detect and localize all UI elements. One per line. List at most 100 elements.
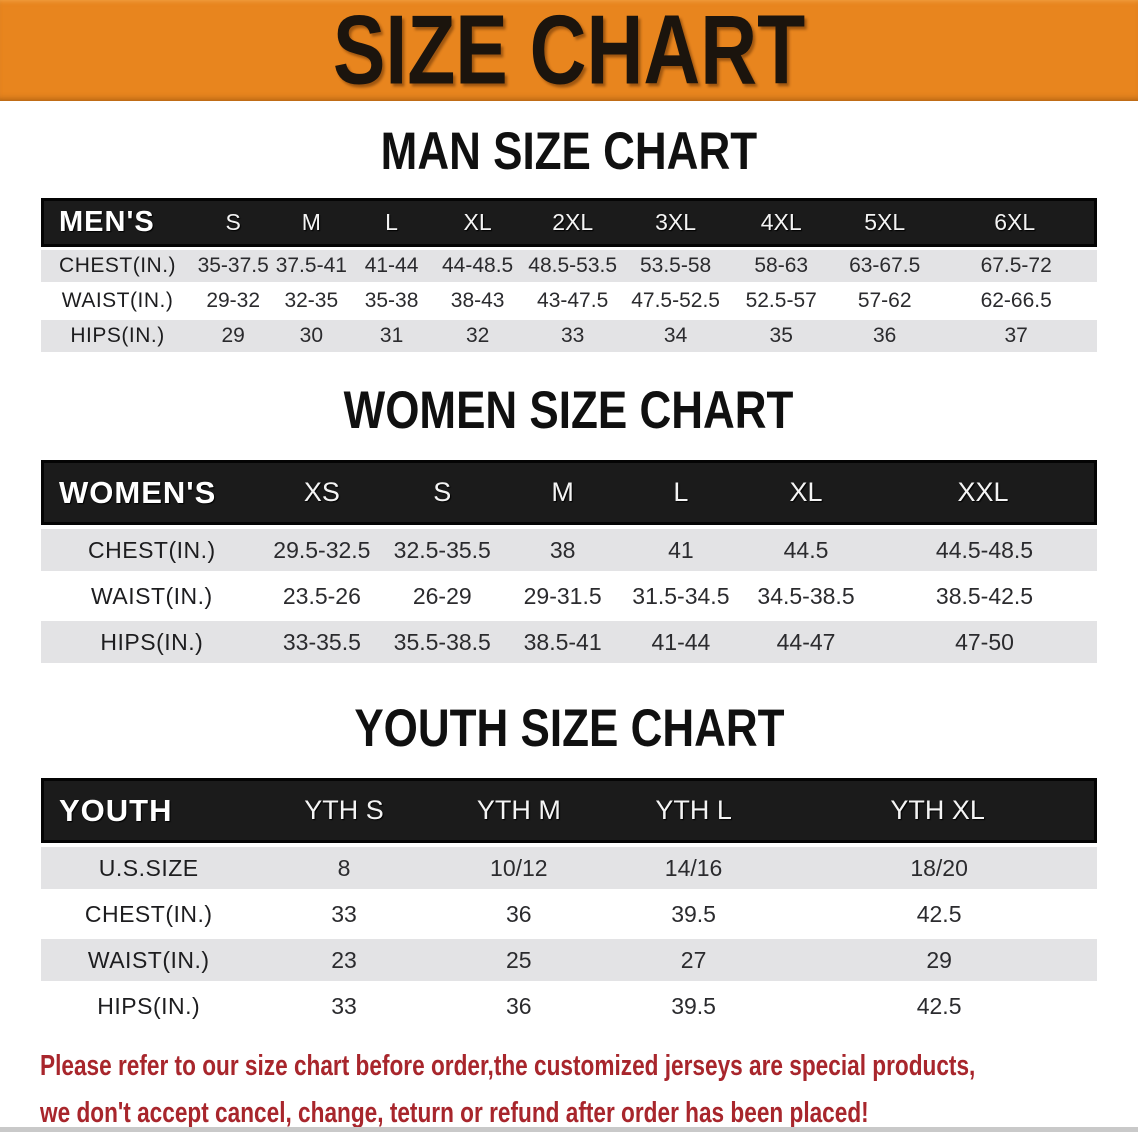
cell-value: 32-35 <box>272 285 351 317</box>
men-size-section: MAN SIZE CHART MEN'S S M L XL 2XL 3XL 4XL 5XL 6XL… <box>0 101 1138 355</box>
cell-value: 33 <box>256 985 432 1027</box>
column-header: M <box>272 198 351 247</box>
cell-value: 31 <box>350 320 433 352</box>
cell-value: 42.5 <box>781 893 1097 935</box>
table-header-label: WOMEN'S <box>41 460 263 525</box>
cell-value: 33 <box>256 893 432 935</box>
cell-value: 32 <box>432 320 523 352</box>
cell-value: 27 <box>605 939 782 981</box>
column-header: S <box>381 460 504 525</box>
men-section-heading-text: MAN SIZE CHART <box>380 121 758 181</box>
cell-value: 29 <box>194 320 273 352</box>
youth-section-heading-text: YOUTH SIZE CHART <box>353 698 785 758</box>
table-row: HIPS(IN.) 29 30 31 32 33 34 35 36 37 <box>41 320 1097 352</box>
column-header: 5XL <box>834 198 936 247</box>
column-header: XXL <box>872 460 1097 525</box>
column-header: YTH L <box>605 778 782 843</box>
cell-value: 29-31.5 <box>503 575 622 617</box>
column-header: L <box>350 198 433 247</box>
cell-value: 33-35.5 <box>262 621 382 663</box>
row-label: U.S.SIZE <box>41 847 257 889</box>
cell-value: 26-29 <box>381 575 504 617</box>
row-label: HIPS(IN.) <box>41 621 263 663</box>
cell-value: 34.5-38.5 <box>740 575 873 617</box>
table-header-label: MEN'S <box>41 198 195 247</box>
table-row: CHEST(IN.) 35-37.5 37.5-41 41-44 44-48.5 48.5… <box>41 250 1097 282</box>
table-header-row: WOMEN'S XS S M L XL XXL <box>41 460 1097 525</box>
cell-value: 62-66.5 <box>935 285 1097 317</box>
row-label: WAIST(IN.) <box>41 575 263 617</box>
cell-value: 42.5 <box>781 985 1097 1027</box>
cell-value: 29-32 <box>194 285 273 317</box>
cell-value: 10/12 <box>431 847 606 889</box>
cell-value: 25 <box>431 939 606 981</box>
table-row: CHEST(IN.) 29.5-32.5 32.5-35.5 38 41 44.5 44.5… <box>41 529 1097 571</box>
table-header-label: YOUTH <box>41 778 257 843</box>
cell-value: 31.5-34.5 <box>621 575 741 617</box>
youth-section-heading: YOUTH SIZE CHART <box>0 667 1138 758</box>
table-row: CHEST(IN.) 33 36 39.5 42.5 <box>41 893 1097 935</box>
disclaimer: Please refer to our size chart before or… <box>40 1043 1138 1137</box>
table-row: HIPS(IN.) 33-35.5 35.5-38.5 38.5-41 41-44 44-… <box>41 621 1097 663</box>
cell-value: 39.5 <box>605 893 782 935</box>
cell-value: 35 <box>728 320 834 352</box>
men-section-heading: MAN SIZE CHART <box>0 101 1138 181</box>
cell-value: 47.5-52.5 <box>622 285 729 317</box>
column-header: 4XL <box>728 198 834 247</box>
cell-value: 48.5-53.5 <box>522 250 623 282</box>
women-size-section: WOMEN SIZE CHART WOMEN'S XS S M L XL XXL CHEST(… <box>0 355 1138 667</box>
cell-value: 30 <box>272 320 351 352</box>
cell-value: 23.5-26 <box>262 575 382 617</box>
cell-value: 8 <box>256 847 432 889</box>
column-header: XL <box>432 198 523 247</box>
cell-value: 44.5 <box>740 529 873 571</box>
column-header: 3XL <box>622 198 729 247</box>
youth-size-table: YOUTH YTH S YTH M YTH L YTH XL U.S.SIZE 8 10/12… <box>41 774 1097 1031</box>
women-section-heading-text: WOMEN SIZE CHART <box>344 380 794 440</box>
column-header: 2XL <box>522 198 623 247</box>
cell-value: 32.5-35.5 <box>381 529 504 571</box>
cell-value: 58-63 <box>728 250 834 282</box>
cell-value: 44-48.5 <box>432 250 523 282</box>
cell-value: 14/16 <box>605 847 782 889</box>
cell-value: 53.5-58 <box>622 250 729 282</box>
banner-title: SIZE CHART <box>332 0 806 105</box>
row-label: CHEST(IN.) <box>41 529 263 571</box>
row-label: CHEST(IN.) <box>41 893 257 935</box>
men-size-table: MEN'S S M L XL 2XL 3XL 4XL 5XL 6XL CHEST(IN.) 35-37… <box>41 195 1097 355</box>
cell-value: 37.5-41 <box>272 250 351 282</box>
cell-value: 38.5-42.5 <box>872 575 1097 617</box>
column-header: 6XL <box>935 198 1097 247</box>
cell-value: 35.5-38.5 <box>381 621 504 663</box>
women-size-table: WOMEN'S XS S M L XL XXL CHEST(IN.) 29.5-32.5 32.5… <box>41 456 1097 667</box>
cell-value: 43-47.5 <box>522 285 623 317</box>
youth-size-section: YOUTH SIZE CHART YOUTH YTH S YTH M YTH L YTH… <box>0 667 1138 1031</box>
cell-value: 35-38 <box>350 285 433 317</box>
cell-value: 18/20 <box>781 847 1097 889</box>
table-header-row: YOUTH YTH S YTH M YTH L YTH XL <box>41 778 1097 843</box>
row-label: WAIST(IN.) <box>41 939 257 981</box>
row-label: CHEST(IN.) <box>41 250 195 282</box>
cell-value: 44.5-48.5 <box>872 529 1097 571</box>
disclaimer-line-1: Please refer to our size chart before or… <box>40 1050 976 1082</box>
cell-value: 29.5-32.5 <box>262 529 382 571</box>
cell-value: 36 <box>834 320 936 352</box>
cell-value: 67.5-72 <box>935 250 1097 282</box>
row-label: WAIST(IN.) <box>41 285 195 317</box>
cell-value: 41-44 <box>621 621 741 663</box>
table-row: U.S.SIZE 8 10/12 14/16 18/20 <box>41 847 1097 889</box>
table-row: WAIST(IN.) 29-32 32-35 35-38 38-43 43-47.5 47.… <box>41 285 1097 317</box>
cell-value: 36 <box>431 893 606 935</box>
women-section-heading: WOMEN SIZE CHART <box>0 355 1138 440</box>
cell-value: 52.5-57 <box>728 285 834 317</box>
cell-value: 38 <box>503 529 622 571</box>
cell-value: 44-47 <box>740 621 873 663</box>
cell-value: 39.5 <box>605 985 782 1027</box>
cell-value: 57-62 <box>834 285 936 317</box>
table-row: HIPS(IN.) 33 36 39.5 42.5 <box>41 985 1097 1027</box>
row-label: HIPS(IN.) <box>41 985 257 1027</box>
cell-value: 38.5-41 <box>503 621 622 663</box>
cell-value: 29 <box>781 939 1097 981</box>
disclaimer-line-2: we don't accept cancel, change, teturn o… <box>40 1096 869 1129</box>
